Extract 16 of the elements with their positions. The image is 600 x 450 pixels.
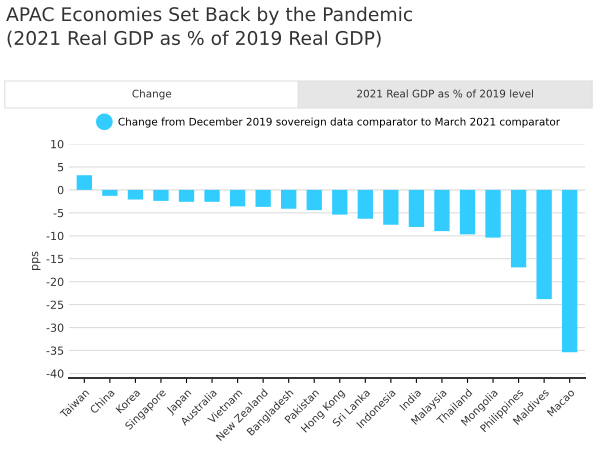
y-tick-label: -10 bbox=[46, 232, 64, 240]
y-tick-label: -30 bbox=[46, 324, 64, 332]
y-tick-label: -15 bbox=[46, 254, 64, 264]
y-tick-label: 0 bbox=[58, 186, 64, 194]
chart-title: APAC Economies Set Back by the Pandemic (2021 Real GDP as % of 2019 Real GDP) bbox=[6, 6, 412, 48]
text: Change bbox=[132, 89, 172, 100]
y-tick-label: -40 bbox=[46, 369, 64, 378]
legend-label: Change from December 2019 sovereign data comparator to March 2021 comparator bbox=[118, 118, 560, 128]
y-tick-label: -25 bbox=[46, 300, 64, 309]
y-tick-label: 10 bbox=[51, 140, 64, 148]
y-tick-label: 5 bbox=[58, 163, 64, 172]
y-axis-title: pps bbox=[32, 252, 40, 270]
text: 2021 Real GDP as % of 2019 level bbox=[357, 89, 533, 98]
y-tick-label: -5 bbox=[54, 208, 64, 218]
y-tick-label: -20 bbox=[46, 278, 64, 286]
y-tick-label: -35 bbox=[46, 346, 64, 355]
